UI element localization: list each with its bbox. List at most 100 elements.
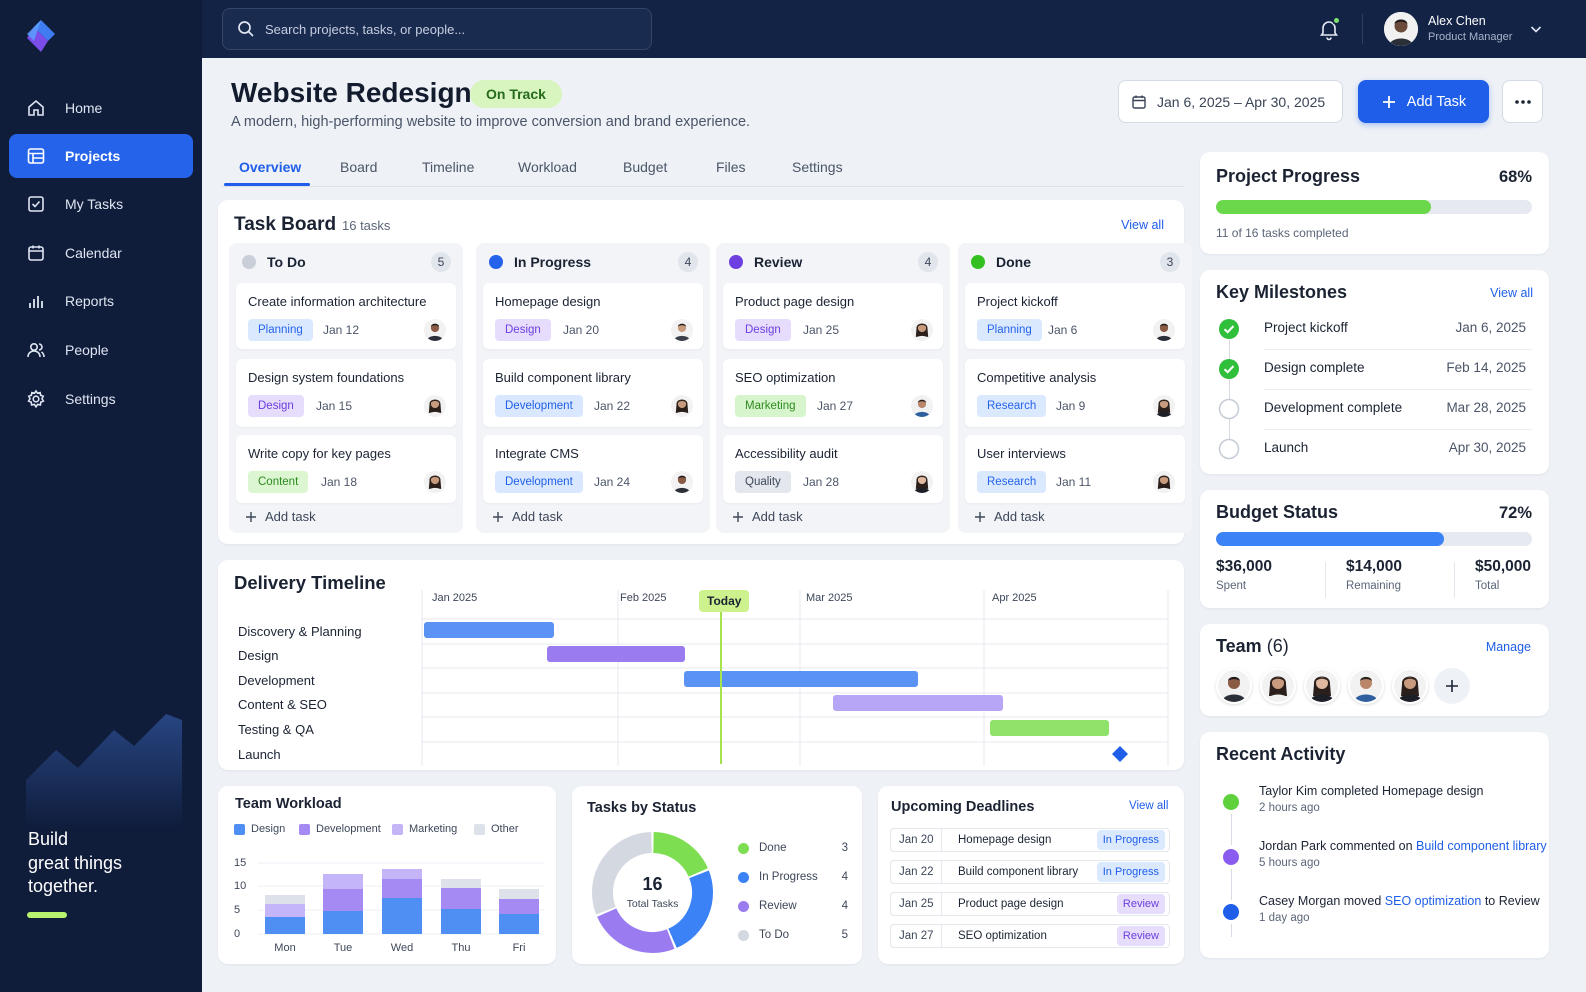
activity-user[interactable]: Casey Morgan xyxy=(1259,894,1341,908)
team-member-avatar[interactable] xyxy=(1392,668,1428,704)
activity-target-link[interactable]: Build component library xyxy=(1416,839,1547,853)
manage-team-link[interactable]: Manage xyxy=(1485,640,1531,654)
task-card[interactable]: Accessibility audit Quality Jan 28 xyxy=(723,435,943,503)
deadline-row[interactable]: Jan 27 SEO optimization Review xyxy=(890,924,1170,948)
milestone-row[interactable]: Launch Apr 30, 2025 xyxy=(1216,430,1532,470)
donut-slice-review[interactable] xyxy=(597,907,675,953)
add-member-button[interactable] xyxy=(1434,668,1470,704)
timeline-bar-discovery[interactable] xyxy=(424,622,554,638)
tab-workload[interactable]: Workload xyxy=(518,159,577,175)
view-all-link[interactable]: View all xyxy=(1490,286,1533,300)
sidebar-item-my-tasks[interactable]: My Tasks xyxy=(9,182,193,226)
progress-subtitle: 11 of 16 tasks completed xyxy=(1216,226,1349,240)
deadline-row[interactable]: Jan 22 Build component library In Progress xyxy=(890,860,1170,884)
task-card[interactable]: Integrate CMS Development Jan 24 xyxy=(483,435,703,503)
add-task-link[interactable]: Add task xyxy=(974,509,1045,524)
task-due-date: Jan 15 xyxy=(316,399,353,413)
team-member-avatar[interactable] xyxy=(1304,668,1340,704)
timeline-bar-testing-qa[interactable] xyxy=(990,720,1109,736)
search-box[interactable] xyxy=(222,8,652,50)
task-due-date: Jan 20 xyxy=(563,323,600,337)
active-tab-indicator xyxy=(224,183,310,186)
search-icon xyxy=(237,20,255,38)
deadline-row[interactable]: Jan 20 Homepage design In Progress xyxy=(890,828,1170,852)
search-input[interactable] xyxy=(265,21,625,37)
add-task-link[interactable]: Add task xyxy=(492,509,563,524)
deadline-row[interactable]: Jan 25 Product page design Review xyxy=(890,892,1170,916)
legend-item: Design xyxy=(234,823,285,835)
promo-accent-bar xyxy=(27,912,67,918)
tab-budget[interactable]: Budget xyxy=(623,159,668,175)
team-workload-card: Team Workload Design Development Marketi… xyxy=(218,786,556,964)
activity-target-link[interactable]: SEO optimization xyxy=(1384,894,1482,908)
task-title: Homepage design xyxy=(495,294,601,309)
tab-settings[interactable]: Settings xyxy=(792,159,843,175)
milestone-row[interactable]: Development complete Mar 28, 2025 xyxy=(1216,390,1532,430)
team-member-avatar[interactable] xyxy=(1216,668,1252,704)
y-tick: 10 xyxy=(234,880,247,892)
y-tick: 5 xyxy=(234,904,241,916)
sidebar-item-people[interactable]: People xyxy=(9,328,193,372)
date-range-picker[interactable]: Jan 6, 2025 – Apr 30, 2025 xyxy=(1118,80,1343,123)
tab-files[interactable]: Files xyxy=(716,159,746,175)
milestone-date: Mar 28, 2025 xyxy=(1446,400,1526,415)
milestone-name: Design complete xyxy=(1264,360,1365,375)
task-due-date: Jan 6 xyxy=(1048,323,1078,337)
empty-circle-icon xyxy=(1218,398,1240,420)
task-count: 16 tasks xyxy=(342,218,391,233)
donut-slice-in-progress[interactable] xyxy=(667,870,713,948)
donut-slice-done[interactable] xyxy=(652,832,708,878)
task-card[interactable]: Write copy for key pages Content Jan 18 xyxy=(236,435,456,503)
add-task-link[interactable]: Add task xyxy=(245,509,316,524)
donut-slice-to-do[interactable] xyxy=(592,832,653,915)
activity-dot xyxy=(1223,849,1239,865)
activity-text: Jordan Park commented on Build component… xyxy=(1259,839,1547,853)
task-card[interactable]: Design system foundations Design Jan 15 xyxy=(236,359,456,427)
tab-timeline[interactable]: Timeline xyxy=(422,159,475,175)
sidebar-item-settings[interactable]: Settings xyxy=(9,377,193,421)
add-task-link[interactable]: Add task xyxy=(732,509,803,524)
view-all-link[interactable]: View all xyxy=(1121,218,1164,232)
timeline-bar-development[interactable] xyxy=(684,671,918,687)
task-card[interactable]: Homepage design Design Jan 20 xyxy=(483,283,703,349)
team-member-avatar[interactable] xyxy=(1260,668,1296,704)
task-card[interactable]: Build component library Development Jan 22 xyxy=(483,359,703,427)
sidebar-item-reports[interactable]: Reports xyxy=(9,279,193,323)
activity-user[interactable]: Taylor Kim xyxy=(1259,784,1318,798)
timeline-month: Apr 2025 xyxy=(992,592,1037,604)
user-name[interactable]: Alex Chen xyxy=(1428,14,1486,28)
sidebar-item-projects[interactable]: Projects xyxy=(9,134,193,178)
logo-icon[interactable] xyxy=(24,18,58,54)
team-member-avatar[interactable] xyxy=(1348,668,1384,704)
task-card[interactable]: Competitive analysis Research Jan 9 xyxy=(965,359,1185,427)
task-card[interactable]: User interviews Research Jan 11 xyxy=(965,435,1185,503)
task-card[interactable]: Create information architecture Planning J… xyxy=(236,283,456,349)
tab-board[interactable]: Board xyxy=(340,159,378,175)
tab-overview[interactable]: Overview xyxy=(239,159,302,175)
timeline-bar-content-seo[interactable] xyxy=(833,695,1003,711)
task-card[interactable]: SEO optimization Marketing Jan 27 xyxy=(723,359,943,427)
chevron-down-icon[interactable] xyxy=(1528,21,1544,37)
add-task-button[interactable]: Add Task xyxy=(1358,80,1489,123)
sidebar-item-home[interactable]: Home xyxy=(9,86,193,130)
notification-bell-icon[interactable] xyxy=(1316,16,1342,42)
y-tick: 0 xyxy=(234,928,241,940)
task-board-title: Task Board xyxy=(234,214,337,235)
sidebar-item-label: Calendar xyxy=(65,245,122,261)
legend-item: Other xyxy=(474,823,519,835)
more-options-button[interactable] xyxy=(1502,80,1543,123)
milestone-row[interactable]: Design complete Feb 14, 2025 xyxy=(1216,350,1532,390)
promo-line: great things xyxy=(28,852,123,873)
milestone-row[interactable]: Project kickoff Jan 6, 2025 xyxy=(1216,310,1532,350)
workload-title: Team Workload xyxy=(235,796,342,812)
avatar[interactable] xyxy=(1384,12,1418,46)
activity-user[interactable]: Jordan Park xyxy=(1259,839,1327,853)
sidebar-item-calendar[interactable]: Calendar xyxy=(9,231,193,275)
task-title: Write copy for key pages xyxy=(248,446,391,461)
task-card[interactable]: Product page design Design Jan 25 xyxy=(723,283,943,349)
task-card[interactable]: Project kickoff Planning Jan 6 xyxy=(965,283,1185,349)
timeline-bar-design[interactable] xyxy=(547,646,685,662)
milestone-date: Apr 30, 2025 xyxy=(1448,440,1526,455)
launch-milestone-diamond[interactable] xyxy=(1111,745,1129,763)
view-all-link[interactable]: View all xyxy=(1129,800,1169,812)
